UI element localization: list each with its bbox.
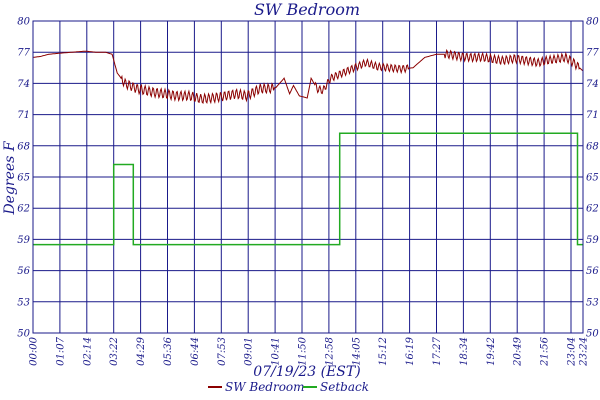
series-line-setback [33,132,583,246]
y-tick-label-right: 80 [586,17,599,28]
chart-title: SW Bedroom [254,0,360,19]
y-tick-label-left: 65 [17,173,30,184]
y-tick-label-right: 62 [586,204,599,215]
x-tick-label: 02:14 [82,337,93,366]
legend-label: SW Bedroom [225,380,305,394]
y-tick-label-left: 77 [17,48,30,59]
x-tick-label: 10:41 [271,337,282,366]
x-tick-label: 21:56 [540,336,551,366]
x-tick-label: 17:27 [432,336,443,365]
y-tick-label-right: 59 [586,235,599,246]
y-tick-label-right: 65 [586,173,599,184]
y-tick-label-right: 50 [586,329,599,340]
y-tick-label-left: 71 [17,110,30,121]
x-tick-label: 11:50 [298,336,309,365]
x-axis-label: 07/19/23 (EST) [253,364,360,380]
x-tick-label: 03:22 [109,337,120,366]
legend-label: Setback [320,380,369,394]
y-axis-label: Degrees F [2,140,18,215]
x-tick-label: 15:12 [378,337,389,366]
x-tick-label: 00:00 [29,336,40,365]
tick-labels: 50 50 53 53 56 56 59 59 62 62 65 65 68 68 71 71 74 74 77 77… [17,17,599,367]
series-lines [32,48,584,246]
y-tick-label-left: 74 [17,79,30,90]
y-tick-label-right: 77 [586,48,599,59]
legend: SW Bedroom Setback [208,380,369,394]
y-tick-label-right: 74 [586,79,599,90]
x-tick-label: 23:04 [567,337,578,367]
x-tick-label: 19:42 [486,337,497,366]
x-tick-label: 01:07 [55,336,66,365]
y-tick-label-left: 56 [17,266,30,277]
x-tick-label: 09:01 [244,337,255,366]
x-tick-label: 14:05 [351,337,362,366]
x-tick-label: 04:29 [136,336,147,365]
x-tick-label: 18:34 [459,337,470,366]
plot-frame [32,20,584,334]
y-tick-label-left: 59 [17,235,30,246]
y-tick-label-left: 68 [17,141,30,152]
y-tick-label-left: 53 [17,297,30,308]
y-tick-label-right: 56 [586,266,599,277]
x-tick-label: 12:58 [324,337,335,366]
y-tick-label-right: 71 [586,110,599,121]
x-tick-label: 16:19 [405,336,416,365]
series-line-sw-bedroom [32,48,584,105]
x-tick-label: 20:49 [513,336,524,366]
x-tick-label: 23:24 [579,337,590,367]
x-tick-label: 06:44 [190,337,201,366]
y-tick-label-left: 50 [17,329,30,340]
x-tick-label: 07:53 [217,337,228,366]
x-tick-label: 05:36 [163,336,174,365]
y-tick-label-right: 53 [586,297,599,308]
y-tick-label-left: 80 [17,17,30,28]
y-tick-label-right: 68 [586,141,599,152]
y-tick-label-left: 62 [17,204,30,215]
